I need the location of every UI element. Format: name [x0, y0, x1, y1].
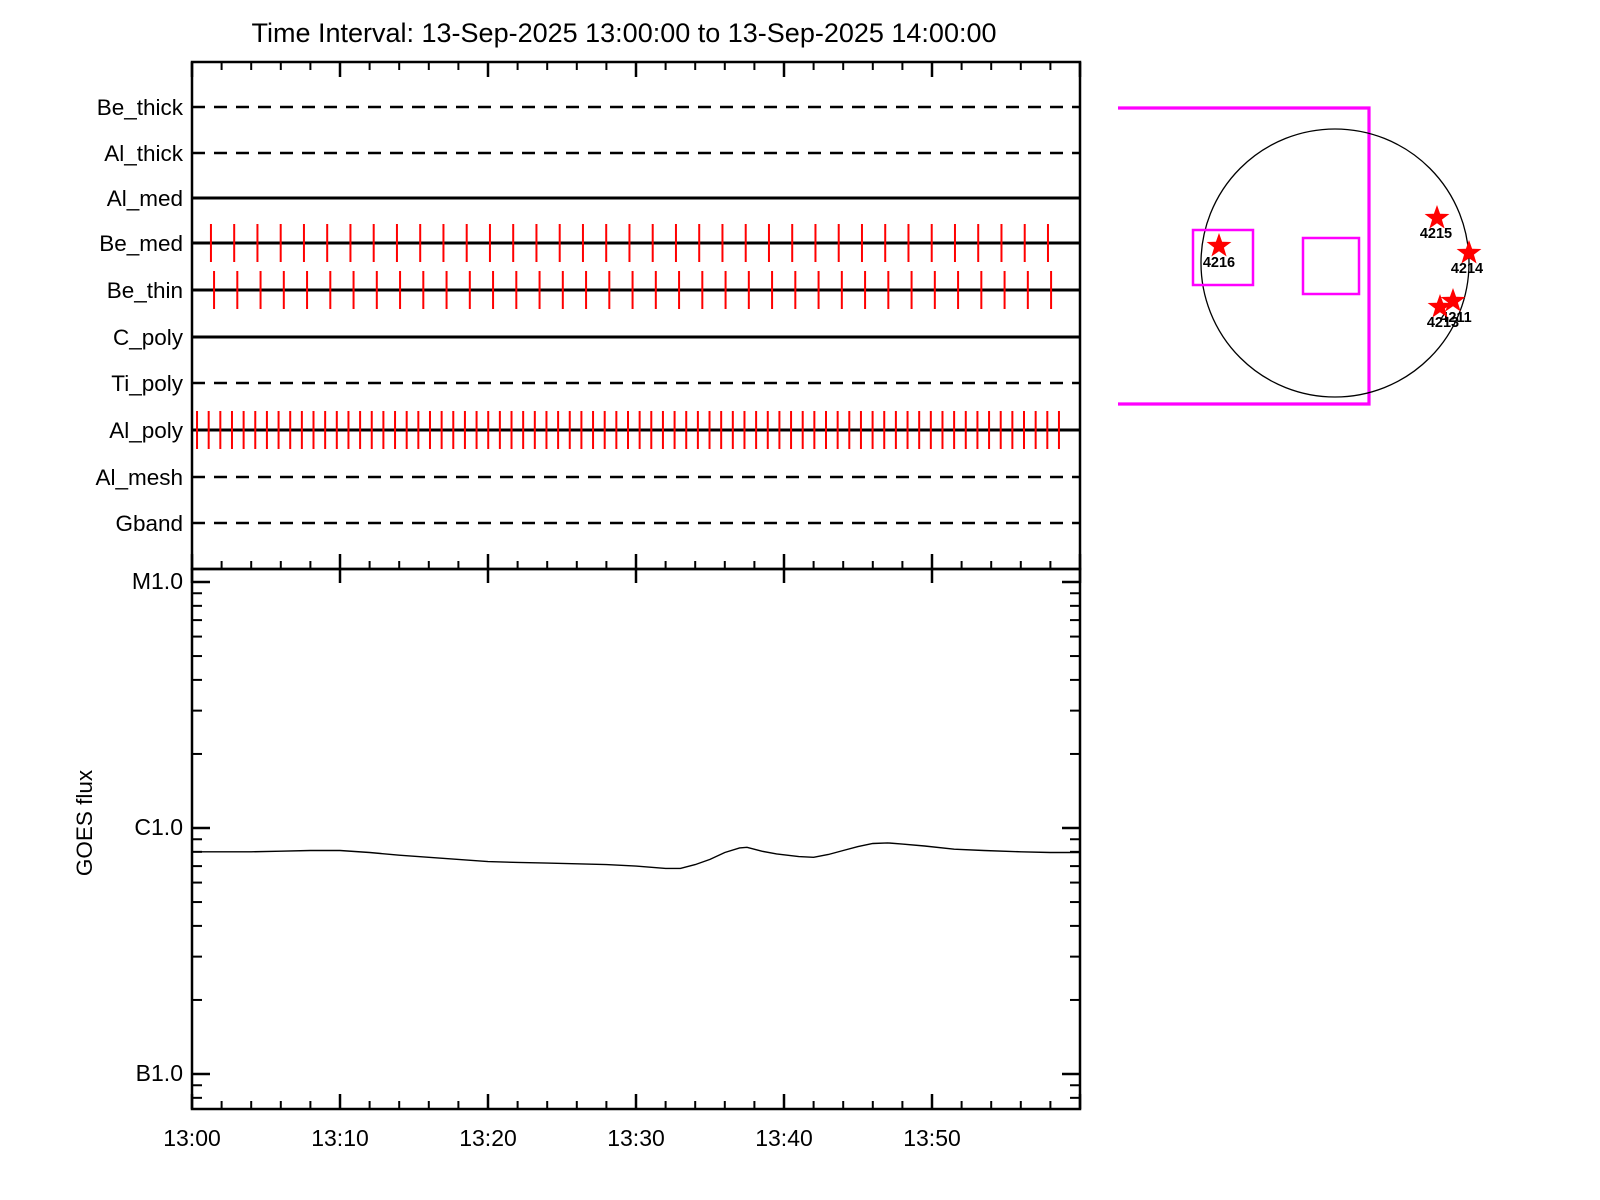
filter-timeline-panel: Be_thick Al_thick Al_med Be_med Be_thin C_pol… — [95, 60, 1082, 583]
time-tick-label: 13:00 — [163, 1125, 221, 1151]
filter-label-be_thick: Be_thick — [97, 95, 184, 120]
page-title: Time Interval: 13-Sep-2025 13:00:00 to 1… — [251, 18, 996, 48]
time-tick-label: 13:40 — [755, 1125, 813, 1151]
active-region-label-4213: 4213 — [1427, 315, 1459, 331]
filter-label-al_mesh: Al_mesh — [95, 465, 183, 490]
active-region-label-4211: 4211 — [1440, 310, 1471, 326]
active-region-label-4216: 4216 — [1203, 255, 1235, 271]
exposure-ticks-be_med — [209, 224, 1049, 262]
y-axis-title: GOES flux — [72, 769, 97, 876]
fov-box-2 — [1301, 236, 1361, 296]
filter-label-al_poly: Al_poly — [109, 418, 184, 443]
flux-tick-label: M1.0 — [132, 568, 183, 594]
filter-label-al_med: Al_med — [107, 186, 183, 211]
active-region-star-4215 — [1424, 205, 1450, 229]
exposure-ticks-be_thin — [213, 271, 1053, 309]
flux-tick-label: B1.0 — [136, 1060, 183, 1086]
fov-box-1 — [1191, 228, 1255, 287]
active-region-label-4215: 4215 — [1420, 226, 1452, 242]
goes-flux-curve — [192, 842, 1080, 870]
active-region-star-4213 — [1427, 294, 1453, 318]
time-tick-label: 13:20 — [459, 1125, 517, 1151]
goes-panel-border — [190, 567, 1082, 1111]
fov-bracket — [1118, 106, 1371, 406]
active-region-label-4214: 4214 — [1451, 261, 1483, 277]
filter-label-be_med: Be_med — [99, 231, 183, 256]
time-tick-label: 13:10 — [311, 1125, 369, 1151]
flux-tick-label: C1.0 — [134, 814, 183, 840]
solar-limb-circle — [1200, 128, 1470, 398]
timeline-panel-border — [190, 60, 1082, 571]
filter-label-ti_poly: Ti_poly — [111, 371, 183, 396]
filter-label-al_thick: Al_thick — [104, 141, 184, 166]
filter-label-be_thin: Be_thin — [107, 278, 183, 303]
goes-flux-panel: M1.0 C1.0 B1.0 13:00 13:10 13:20 13:30 13:40 13:… — [72, 567, 1082, 1151]
filter-label-c_poly: C_poly — [113, 325, 184, 350]
exposure-ticks-al_poly — [196, 411, 1060, 449]
active-region-star-4211 — [1440, 288, 1466, 312]
active-region-star-4214 — [1456, 240, 1482, 264]
active-region-star-4216 — [1206, 233, 1232, 257]
filter-label-gband: Gband — [115, 511, 183, 536]
time-tick-label: 13:50 — [903, 1125, 961, 1151]
time-tick-label: 13:30 — [607, 1125, 665, 1151]
